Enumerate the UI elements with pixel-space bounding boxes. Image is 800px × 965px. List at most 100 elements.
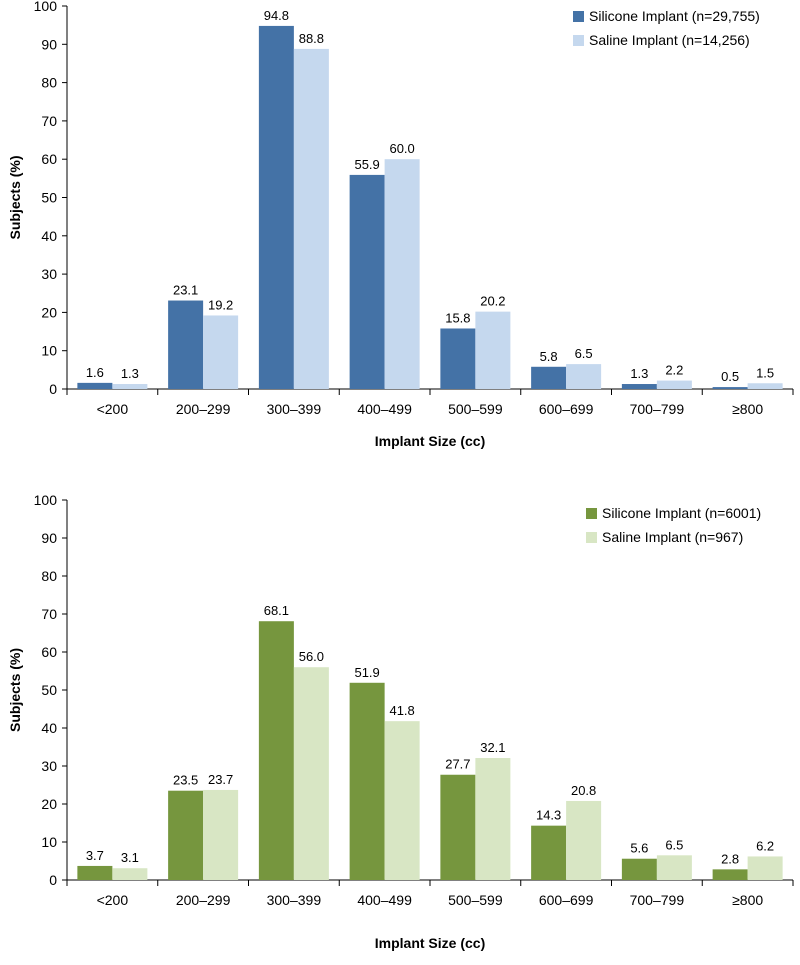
bar-saline (112, 384, 148, 389)
data-label: 23.1 (173, 283, 198, 298)
y-tick-label: 30 (41, 758, 57, 774)
y-tick-label: 50 (41, 190, 57, 206)
x-tick-label: 600–699 (539, 892, 594, 908)
data-label: 15.8 (445, 310, 470, 325)
y-tick-label: 20 (41, 796, 57, 812)
x-tick-label: 300–399 (267, 892, 322, 908)
x-tick-label: 700–799 (630, 401, 685, 417)
bar-saline (384, 159, 420, 389)
y-axis-title: Subjects (%) (7, 155, 23, 239)
y-tick-label: 0 (49, 381, 57, 397)
data-label: 5.8 (540, 349, 558, 364)
data-label: 23.5 (173, 773, 198, 788)
data-label: 20.8 (571, 783, 596, 798)
bar-silicone (349, 682, 385, 880)
data-label: 14.3 (536, 808, 561, 823)
data-label: 19.2 (208, 297, 233, 312)
bar-silicone (77, 865, 113, 880)
data-label: 3.7 (86, 848, 104, 863)
bar-saline (293, 667, 329, 880)
x-tick-label: 200–299 (176, 892, 231, 908)
y-tick-label: 50 (41, 682, 57, 698)
data-label: 20.2 (480, 294, 505, 309)
bar-silicone (440, 328, 476, 389)
legend-swatch (573, 11, 584, 22)
bar-saline (747, 383, 783, 389)
bar-silicone (621, 384, 657, 389)
y-tick-label: 30 (41, 266, 57, 282)
bar-silicone (258, 25, 294, 389)
y-tick-label: 40 (41, 228, 57, 244)
bar-silicone (621, 858, 657, 880)
bar-silicone (440, 774, 476, 880)
y-tick-label: 10 (41, 834, 57, 850)
bar-saline (475, 311, 511, 389)
bar-silicone (77, 382, 113, 389)
bar-saline (656, 380, 692, 389)
y-tick-label: 90 (41, 530, 57, 546)
data-label: 2.8 (721, 851, 739, 866)
x-tick-label: 700–799 (630, 892, 685, 908)
legend-swatch (586, 508, 597, 519)
legend-swatch (586, 532, 597, 543)
bar-saline (566, 800, 602, 880)
data-label: 1.3 (630, 366, 648, 381)
x-tick-label: <200 (97, 892, 129, 908)
bar-saline (293, 48, 329, 390)
y-tick-label: 70 (41, 113, 57, 129)
y-tick-label: 100 (34, 492, 58, 508)
data-label: 94.8 (264, 8, 289, 23)
bar-silicone (168, 790, 204, 880)
x-tick-label: 400–499 (357, 401, 412, 417)
bar-silicone (531, 366, 567, 389)
legend-entry: Silicone Implant (n=29,755) (589, 8, 760, 24)
data-label: 23.7 (208, 772, 233, 787)
data-label: 51.9 (354, 665, 379, 680)
y-tick-label: 90 (41, 36, 57, 52)
bar-saline (566, 364, 602, 389)
x-axis-title: Implant Size (cc) (375, 935, 485, 951)
x-tick-label: 500–599 (448, 401, 503, 417)
x-tick-label: 200–299 (176, 401, 231, 417)
legend-swatch (573, 35, 584, 46)
data-label: 1.6 (86, 365, 104, 380)
data-label: 27.7 (445, 757, 470, 772)
legend-entry: Silicone Implant (n=6001) (602, 505, 761, 521)
x-tick-label: 600–699 (539, 401, 594, 417)
data-label: 41.8 (389, 703, 414, 718)
bar-silicone (168, 300, 204, 389)
bar-saline (112, 868, 148, 880)
data-label: 0.5 (721, 369, 739, 384)
data-label: 68.1 (264, 603, 289, 618)
bar-saline (203, 789, 239, 880)
chart-silicone-vs-saline-cohort-2: 0 10 20 30 40 50 60 70 80 90 100 <200 200–299 300–399… (7, 492, 794, 951)
y-tick-label: 10 (41, 343, 57, 359)
bar-saline (384, 721, 420, 880)
bar-saline (475, 758, 511, 880)
y-tick-label: 70 (41, 606, 57, 622)
y-tick-label: 0 (49, 872, 57, 888)
bar-silicone (712, 387, 748, 389)
y-tick-label: 80 (41, 75, 57, 91)
y-tick-label: 80 (41, 568, 57, 584)
y-tick-label: 40 (41, 720, 57, 736)
x-tick-label: ≥800 (732, 892, 763, 908)
bar-silicone (712, 869, 748, 880)
x-tick-label: <200 (97, 401, 129, 417)
data-label: 6.5 (665, 837, 683, 852)
chart-silicone-vs-saline-cohort-1: 0 10 20 30 40 50 60 70 80 90 100 <200 200–299 300–399… (7, 0, 794, 449)
legend-entry: Saline Implant (n=967) (602, 529, 743, 545)
y-axis-title: Subjects (%) (7, 648, 23, 732)
bar-saline (656, 855, 692, 880)
data-label: 6.5 (575, 346, 593, 361)
data-label: 55.9 (354, 157, 379, 172)
data-label: 3.1 (121, 850, 139, 865)
data-label: 2.2 (665, 363, 683, 378)
data-label: 1.5 (756, 365, 774, 380)
data-label: 6.2 (756, 838, 774, 853)
x-tick-label: 300–399 (267, 401, 322, 417)
y-tick-label: 20 (41, 304, 57, 320)
data-label: 32.1 (480, 740, 505, 755)
data-label: 1.3 (121, 366, 139, 381)
